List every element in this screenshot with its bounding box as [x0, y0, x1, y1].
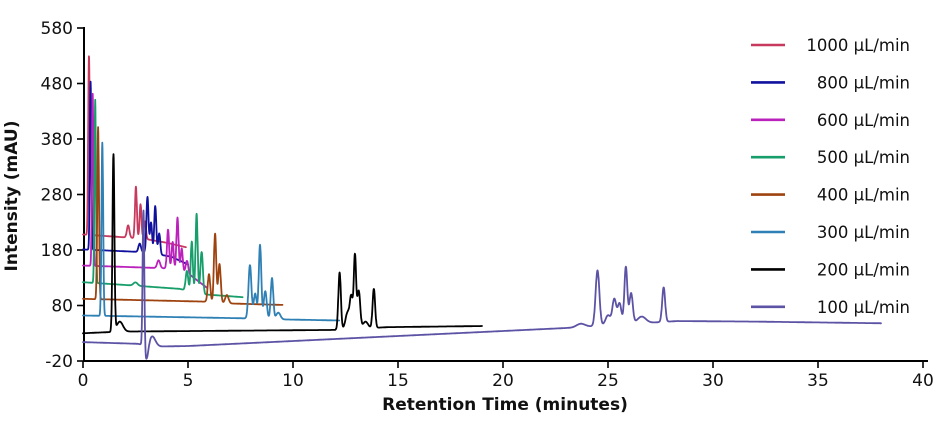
legend-item-1000: 1000 µL/min — [751, 36, 910, 55]
trace-400 — [82, 126, 284, 306]
x-tick-label: 40 — [912, 371, 934, 391]
y-tick-label: 280 — [41, 186, 73, 206]
legend-item-500: 500 µL/min — [751, 148, 910, 167]
legend: 1000 µL/min 800 µL/min 600 µL/min 500 µL/mi… — [751, 36, 910, 317]
x-tick-label: 5 — [183, 371, 194, 391]
legend-item-600: 600 µL/min — [751, 111, 910, 130]
legend-item-200: 200 µL/min — [751, 260, 910, 279]
legend-label-1000: 1000 µL/min — [806, 36, 910, 55]
legend-label-100: 100 µL/min — [817, 298, 910, 317]
y-axis-ticks: 580 480 380 280 180 80 -20 — [41, 19, 84, 372]
x-tick-label: 25 — [597, 371, 619, 391]
legend-item-400: 400 µL/min — [751, 186, 910, 205]
chromatogram-traces — [82, 55, 882, 360]
y-tick-label: 80 — [51, 297, 73, 317]
y-tick-label: -20 — [45, 352, 73, 372]
y-tick-label: 180 — [41, 241, 73, 261]
legend-label-300: 300 µL/min — [817, 223, 910, 242]
legend-label-500: 500 µL/min — [817, 148, 910, 167]
x-tick-label: 10 — [282, 371, 304, 391]
x-tick-label: 30 — [702, 371, 724, 391]
legend-label-800: 800 µL/min — [817, 73, 910, 92]
x-tick-label: 35 — [807, 371, 829, 391]
legend-label-600: 600 µL/min — [817, 111, 910, 130]
x-axis-ticks: 0 5 10 15 20 25 30 35 40 — [78, 361, 934, 391]
y-tick-label: 380 — [41, 130, 73, 150]
x-tick-label: 0 — [78, 371, 89, 391]
y-tick-label: 580 — [41, 19, 73, 39]
legend-label-400: 400 µL/min — [817, 186, 910, 205]
y-tick-label: 480 — [41, 75, 73, 95]
legend-item-300: 300 µL/min — [751, 223, 910, 242]
trace-300 — [82, 141, 341, 322]
x-tick-label: 20 — [492, 371, 514, 391]
y-axis-title: Intensity (mAU) — [2, 121, 22, 272]
legend-label-200: 200 µL/min — [817, 260, 910, 279]
legend-item-100: 100 µL/min — [751, 298, 910, 317]
trace-200 — [82, 153, 483, 335]
x-tick-label: 15 — [387, 371, 409, 391]
trace-100 — [82, 209, 882, 360]
x-axis-title: Retention Time (minutes) — [382, 395, 628, 415]
legend-item-800: 800 µL/min — [751, 73, 910, 92]
trace-500 — [82, 98, 244, 299]
